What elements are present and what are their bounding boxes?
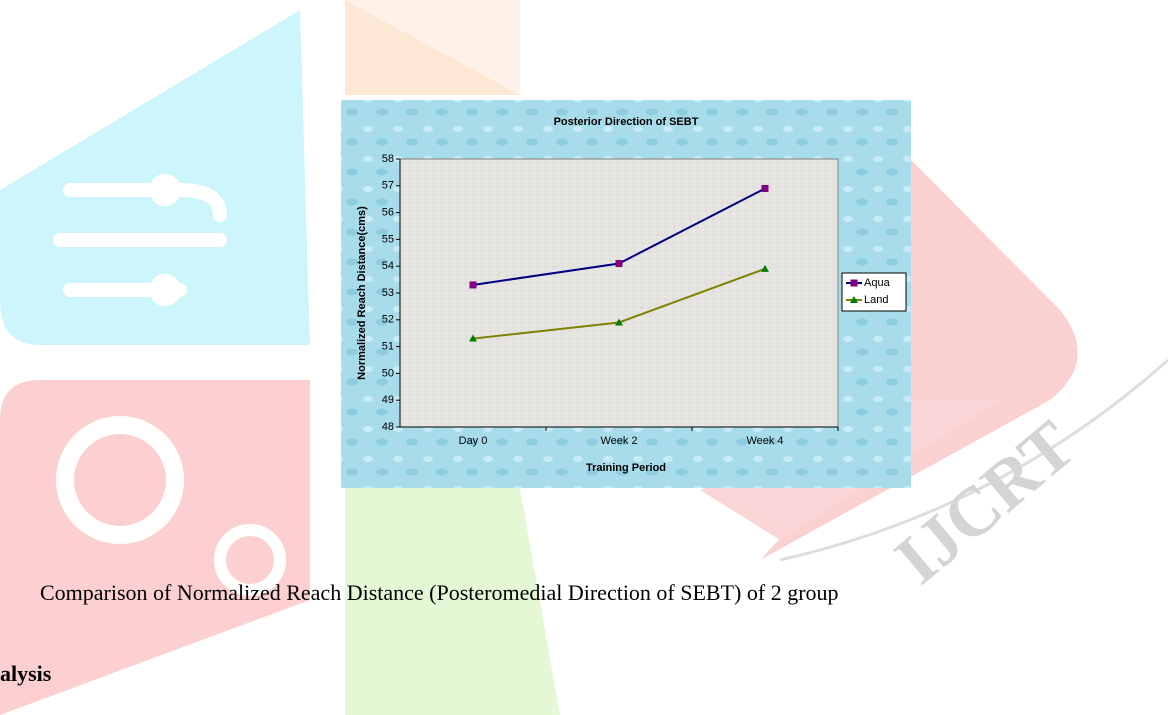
page: {"watermark": "IJCRT", "caption": "Compa… (0, 0, 1168, 715)
y-tick-label: 49 (382, 394, 394, 406)
y-tick-label: 58 (382, 153, 394, 165)
section-heading: alysis (0, 661, 51, 687)
y-tick-label: 57 (382, 180, 394, 192)
y-tick-label: 48 (382, 421, 394, 433)
chart-title: Posterior Direction of SEBT (554, 116, 699, 128)
x-tick-label: Week 4 (746, 435, 783, 447)
legend-label: Land (864, 294, 888, 306)
y-tick-label: 52 (382, 314, 394, 326)
figure-caption: Comparison of Normalized Reach Distance … (40, 580, 839, 606)
y-tick-label: 53 (382, 287, 394, 299)
x-tick-label: Week 2 (600, 435, 637, 447)
chart: Posterior Direction of SEBT Training Per… (0, 0, 1168, 715)
marker (851, 280, 858, 287)
y-tick-label: 56 (382, 207, 394, 219)
y-tick-label: 50 (382, 367, 394, 379)
x-axis-title: Training Period (586, 462, 666, 474)
y-tick-label: 55 (382, 233, 394, 245)
marker (470, 281, 477, 288)
plot-area (400, 159, 838, 427)
y-axis-title: Normalized Reach Distance(cms) (356, 206, 368, 380)
y-tick-label: 51 (382, 341, 394, 353)
legend-label: Aqua (864, 277, 891, 289)
marker (762, 185, 769, 192)
y-tick-label: 54 (382, 260, 394, 272)
marker (616, 260, 623, 267)
x-tick-label: Day 0 (459, 435, 488, 447)
